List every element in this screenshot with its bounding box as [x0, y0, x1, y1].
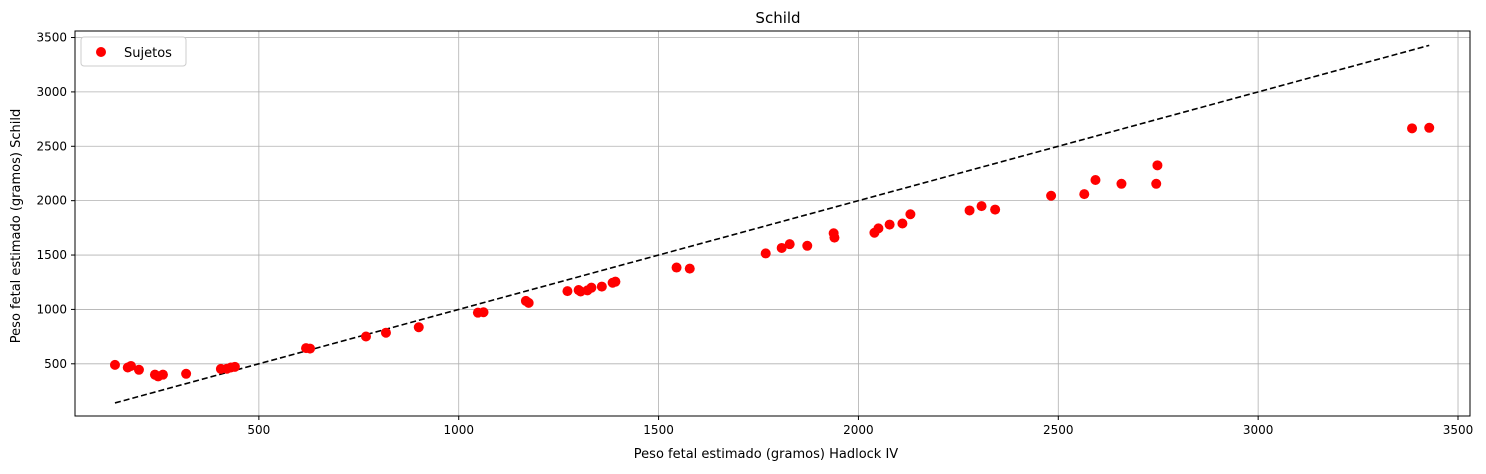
data-point — [586, 282, 597, 293]
x-tick-label: 1000 — [443, 423, 474, 437]
data-point — [562, 286, 573, 297]
data-point — [1424, 122, 1435, 133]
x-tick-label: 3500 — [1443, 423, 1474, 437]
data-point — [1116, 178, 1127, 189]
y-tick-label: 500 — [44, 357, 67, 371]
y-tick-label: 3000 — [36, 85, 67, 99]
x-axis-label: Peso fetal estimado (gramos) Hadlock IV — [634, 447, 898, 462]
data-point — [905, 209, 916, 220]
data-point — [776, 242, 787, 253]
data-point — [784, 239, 795, 250]
data-point — [802, 240, 813, 251]
legend-marker — [96, 47, 106, 57]
y-tick-label: 1500 — [36, 248, 67, 262]
data-point — [133, 364, 144, 375]
data-point — [125, 360, 136, 371]
data-point — [596, 281, 607, 292]
data-point — [1407, 123, 1418, 134]
data-point — [229, 361, 240, 372]
data-point — [829, 232, 840, 243]
data-point — [671, 262, 682, 273]
y-tick-label: 1000 — [36, 302, 67, 316]
data-point — [873, 223, 884, 234]
data-point — [990, 204, 1001, 215]
data-point — [305, 343, 316, 354]
plot-frame — [74, 30, 1471, 417]
x-tick-label: 2500 — [1043, 423, 1074, 437]
y-tick-label: 2000 — [36, 194, 67, 208]
data-point — [478, 307, 489, 318]
data-point — [1046, 190, 1057, 201]
data-point — [413, 322, 424, 333]
identity-dashed-line — [114, 44, 1430, 404]
y-tick-label: 2500 — [36, 139, 67, 153]
reference-line-layer — [114, 44, 1430, 404]
data-point — [760, 248, 771, 259]
axis-ticks: 500 1000 1500 2000 2500 3000 3500 500 1000 1500 20… — [36, 31, 1473, 437]
x-tick-label: 1500 — [643, 423, 674, 437]
data-point — [523, 297, 534, 308]
data-point — [1079, 189, 1090, 200]
data-points — [109, 122, 1435, 382]
y-axis-label: Peso fetal estimado (gramos) Schild — [9, 109, 24, 343]
chart-title: Schild — [755, 9, 800, 27]
legend-box — [80, 36, 187, 67]
data-point — [884, 219, 895, 230]
x-tick-label: 2000 — [843, 423, 874, 437]
data-point — [1090, 174, 1101, 185]
data-point — [157, 369, 168, 380]
legend: Sujetos — [80, 36, 187, 67]
legend-label: Sujetos — [124, 46, 172, 61]
data-point — [1152, 160, 1163, 171]
data-point — [610, 276, 621, 287]
data-point — [976, 201, 987, 212]
grid-lines — [75, 31, 1470, 416]
data-point — [360, 331, 371, 342]
x-tick-label: 500 — [247, 423, 270, 437]
data-point — [181, 368, 192, 379]
data-point — [1151, 178, 1162, 189]
data-point — [109, 359, 120, 370]
data-point — [964, 205, 975, 216]
x-tick-label: 3000 — [1243, 423, 1274, 437]
data-point — [897, 218, 908, 229]
data-point — [684, 263, 695, 274]
y-tick-label: 3500 — [36, 31, 67, 45]
data-point — [380, 327, 391, 338]
